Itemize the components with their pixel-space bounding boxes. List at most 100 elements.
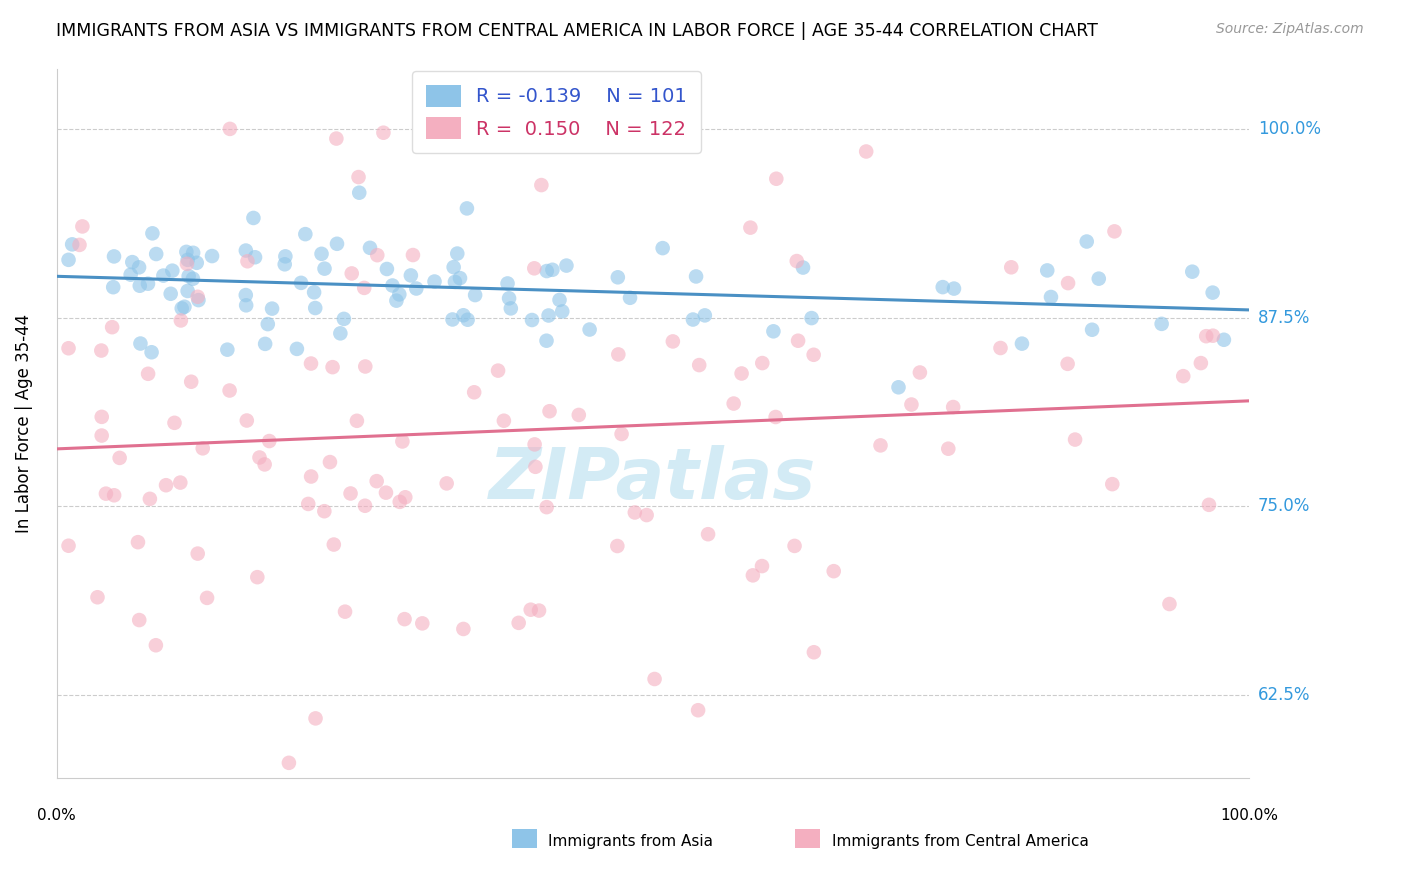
Point [942,400,965,414]
Point [242,211,264,225]
Point [314,261,336,276]
Point [1189,356,1212,370]
Point [159,286,181,301]
Point [453,308,475,322]
Point [285,342,308,356]
Point [145,247,167,261]
Point [129,336,152,351]
Point [1039,290,1062,304]
Point [385,293,408,308]
Point [103,488,125,502]
Point [217,343,239,357]
Point [520,313,543,327]
Point [94,486,117,500]
Point [69,238,91,252]
Point [688,703,710,717]
Point [235,298,257,312]
Point [624,506,647,520]
Point [141,345,163,359]
Point [723,396,745,410]
Point [792,260,814,275]
Point [375,262,398,277]
Point [339,486,361,500]
Point [762,324,785,338]
Point [568,408,591,422]
Point [1104,224,1126,238]
Point [346,414,368,428]
Point [120,268,142,282]
Point [464,288,486,302]
Point [145,638,167,652]
Point [181,245,204,260]
Point [274,257,297,271]
Point [530,178,553,192]
Point [411,616,433,631]
Point [527,604,550,618]
Point [1150,317,1173,331]
Point [236,254,259,268]
Point [644,672,666,686]
Point [456,202,478,216]
Point [1159,597,1181,611]
Point [176,284,198,298]
Point [523,437,546,451]
Point [765,409,787,424]
Legend: R = -0.139    N = 101, R =  0.150    N = 122: R = -0.139 N = 101, R = 0.150 N = 122 [412,71,700,153]
Text: ZIPatlas: ZIPatlas [489,445,817,515]
Point [453,622,475,636]
Point [606,270,628,285]
Point [256,317,278,331]
Point [636,508,658,522]
Point [538,404,561,418]
Point [751,559,773,574]
Point [405,281,427,295]
Point [388,495,411,509]
Point [486,363,509,377]
Point [201,249,224,263]
Point [319,455,342,469]
Point [444,275,467,289]
Text: IMMIGRANTS FROM ASIA VS IMMIGRANTS FROM CENTRAL AMERICA IN LABOR FORCE | AGE 35-: IMMIGRANTS FROM ASIA VS IMMIGRANTS FROM … [56,22,1098,40]
Point [523,261,546,276]
Point [58,252,80,267]
Y-axis label: In Labor Force | Age 35-44: In Labor Force | Age 35-44 [15,314,32,533]
Point [662,334,685,349]
Point [304,711,326,725]
Point [181,271,204,285]
Point [688,358,710,372]
Point [1064,433,1087,447]
Point [176,244,198,259]
Point [322,537,344,551]
Point [908,366,931,380]
Point [60,237,83,252]
Point [942,282,965,296]
Point [290,276,312,290]
Point [541,262,564,277]
Point [169,475,191,490]
Point [619,291,641,305]
Point [90,409,112,424]
Point [103,280,125,294]
Point [139,491,162,506]
Text: 62.5%: 62.5% [1258,686,1310,704]
Point [187,293,209,307]
Point [1198,498,1220,512]
Point [1081,323,1104,337]
Point [800,311,823,326]
Point [1101,477,1123,491]
Point [373,126,395,140]
Point [277,756,299,770]
Point [578,322,600,336]
Point [388,287,411,301]
Point [163,416,186,430]
Point [246,570,269,584]
Point [128,278,150,293]
Point [329,326,352,341]
Point [152,268,174,283]
Point [170,313,193,327]
Point [730,367,752,381]
Point [128,613,150,627]
Point [381,278,404,293]
Point [443,260,465,274]
Point [1202,328,1225,343]
